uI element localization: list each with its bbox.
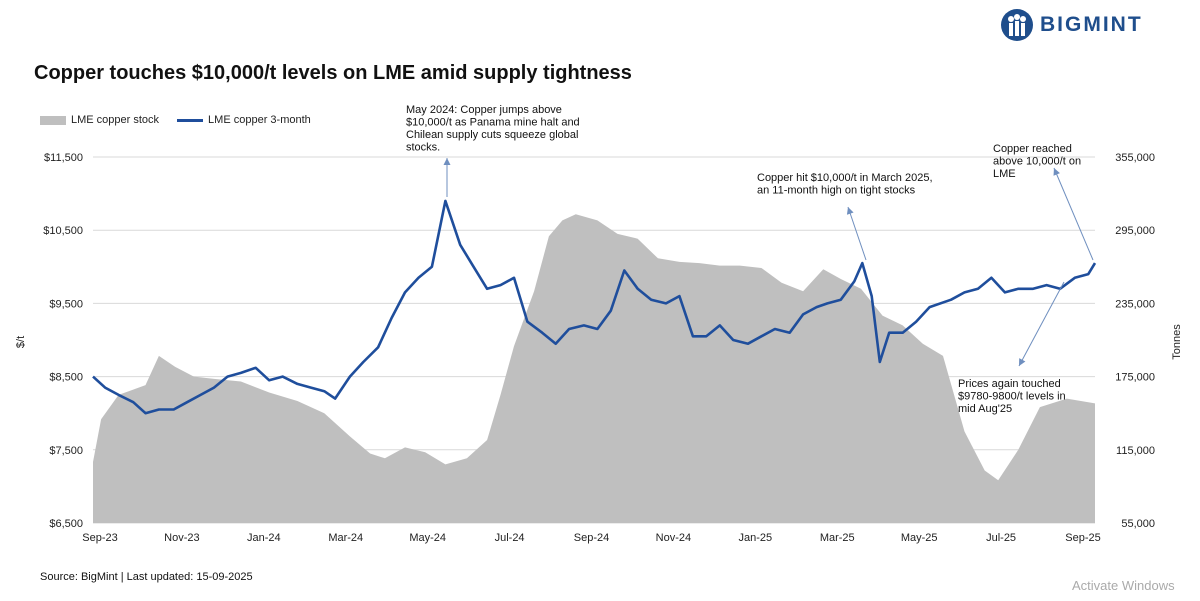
x-tick-label: Nov-23	[164, 532, 199, 544]
y-tick-label: $9,500	[49, 298, 83, 310]
os-watermark: Activate Windows	[1072, 578, 1175, 593]
annotation-text: Copper hit $10,000/t in March 2025,	[757, 172, 933, 184]
annotation-text: May 2024: Copper jumps above	[406, 104, 562, 116]
source-note: Source: BigMint | Last updated: 15-09-20…	[40, 571, 253, 583]
annotation-arrowhead	[443, 158, 451, 165]
x-tick-label: Jul-25	[986, 532, 1016, 544]
x-tick-label: Sep-23	[82, 532, 117, 544]
stock-area-layer	[93, 214, 1095, 524]
y-axis-label: $/t	[15, 336, 27, 348]
annotation-arrowhead	[1019, 358, 1026, 366]
x-tick-label: Jan-24	[247, 532, 281, 544]
annotation-text: stocks.	[406, 142, 440, 154]
annotation-text: mid Aug'25	[958, 403, 1012, 415]
x-tick-label: Mar-25	[820, 532, 855, 544]
price-line	[92, 199, 1097, 415]
chart-legend: LME copper stock LME copper 3-month	[40, 114, 311, 126]
annotation-text: an 11-month high on tight stocks	[757, 185, 916, 197]
legend-label-price: LME copper 3-month	[208, 114, 311, 126]
y-tick-label: $8,500	[49, 372, 83, 384]
bigmint-logo: BIGMINT	[1000, 8, 1143, 42]
annotation-arrow	[1018, 281, 1065, 367]
y-tick-label: $7,500	[49, 445, 83, 457]
annotation-text: Prices again touched	[958, 378, 1061, 390]
annotation-text: $10,000/t as Panama mine halt and	[406, 117, 580, 129]
annotation-arrowhead	[1053, 168, 1060, 176]
y2-axis-label: Tonnes	[1171, 324, 1183, 360]
x-tick-label: Jan-25	[739, 532, 773, 544]
legend-swatch-price	[177, 118, 204, 122]
y2-tick-label: 175,000	[1115, 372, 1155, 384]
annotation-arrow	[1053, 167, 1094, 261]
y2-tick-label: 55,000	[1121, 518, 1155, 530]
y-tick-label: $10,500	[43, 225, 83, 237]
legend-swatch-stock	[40, 115, 66, 125]
y-right-ticks: 355,000 295,000 235,000 175,000 115,000 55,00…	[1115, 152, 1155, 530]
x-tick-label: May-24	[409, 532, 446, 544]
annotation-text: LME	[993, 168, 1016, 180]
price-line-layer	[92, 199, 1097, 415]
bigmint-logo-icon	[1001, 9, 1033, 41]
x-tick-label: Nov-24	[656, 532, 691, 544]
x-tick-label: May-25	[901, 532, 938, 544]
annotation-layer: May 2024: Copper jumps above$10,000/t as…	[406, 104, 1094, 415]
chart-title: Copper touches $10,000/t levels on LME a…	[34, 62, 632, 84]
annotation-arrow	[847, 206, 867, 261]
y2-tick-label: 355,000	[1115, 152, 1155, 164]
x-tick-label: Sep-25	[1065, 532, 1100, 544]
x-ticks: Sep-23 Nov-23 Jan-24 Mar-24 May-24 Jul-24 Sep-…	[82, 532, 1100, 544]
annotation-text: above 10,000/t on	[993, 156, 1081, 168]
y2-tick-label: 115,000	[1116, 445, 1155, 457]
annotation-text: $9780-9800/t levels in	[958, 391, 1066, 403]
x-tick-label: Mar-24	[328, 532, 363, 544]
y-tick-label: $6,500	[49, 518, 83, 530]
annotation-text: Copper reached	[993, 143, 1072, 155]
brand-name: BIGMINT	[1040, 13, 1143, 36]
y-left-ticks: $11,500 $10,500 $9,500 $8,500 $7,500 $6,500	[43, 152, 83, 530]
stock-area	[93, 214, 1095, 524]
y2-tick-label: 295,000	[1115, 225, 1155, 237]
x-tick-label: Jul-24	[495, 532, 525, 544]
y-tick-label: $11,500	[44, 152, 83, 164]
annotation-arrowhead	[846, 207, 854, 215]
y2-tick-label: 235,000	[1115, 298, 1155, 310]
x-tick-label: Sep-24	[574, 532, 609, 544]
legend-label-stock: LME copper stock	[71, 114, 160, 126]
annotation-text: Chilean supply cuts squeeze global	[406, 129, 578, 141]
